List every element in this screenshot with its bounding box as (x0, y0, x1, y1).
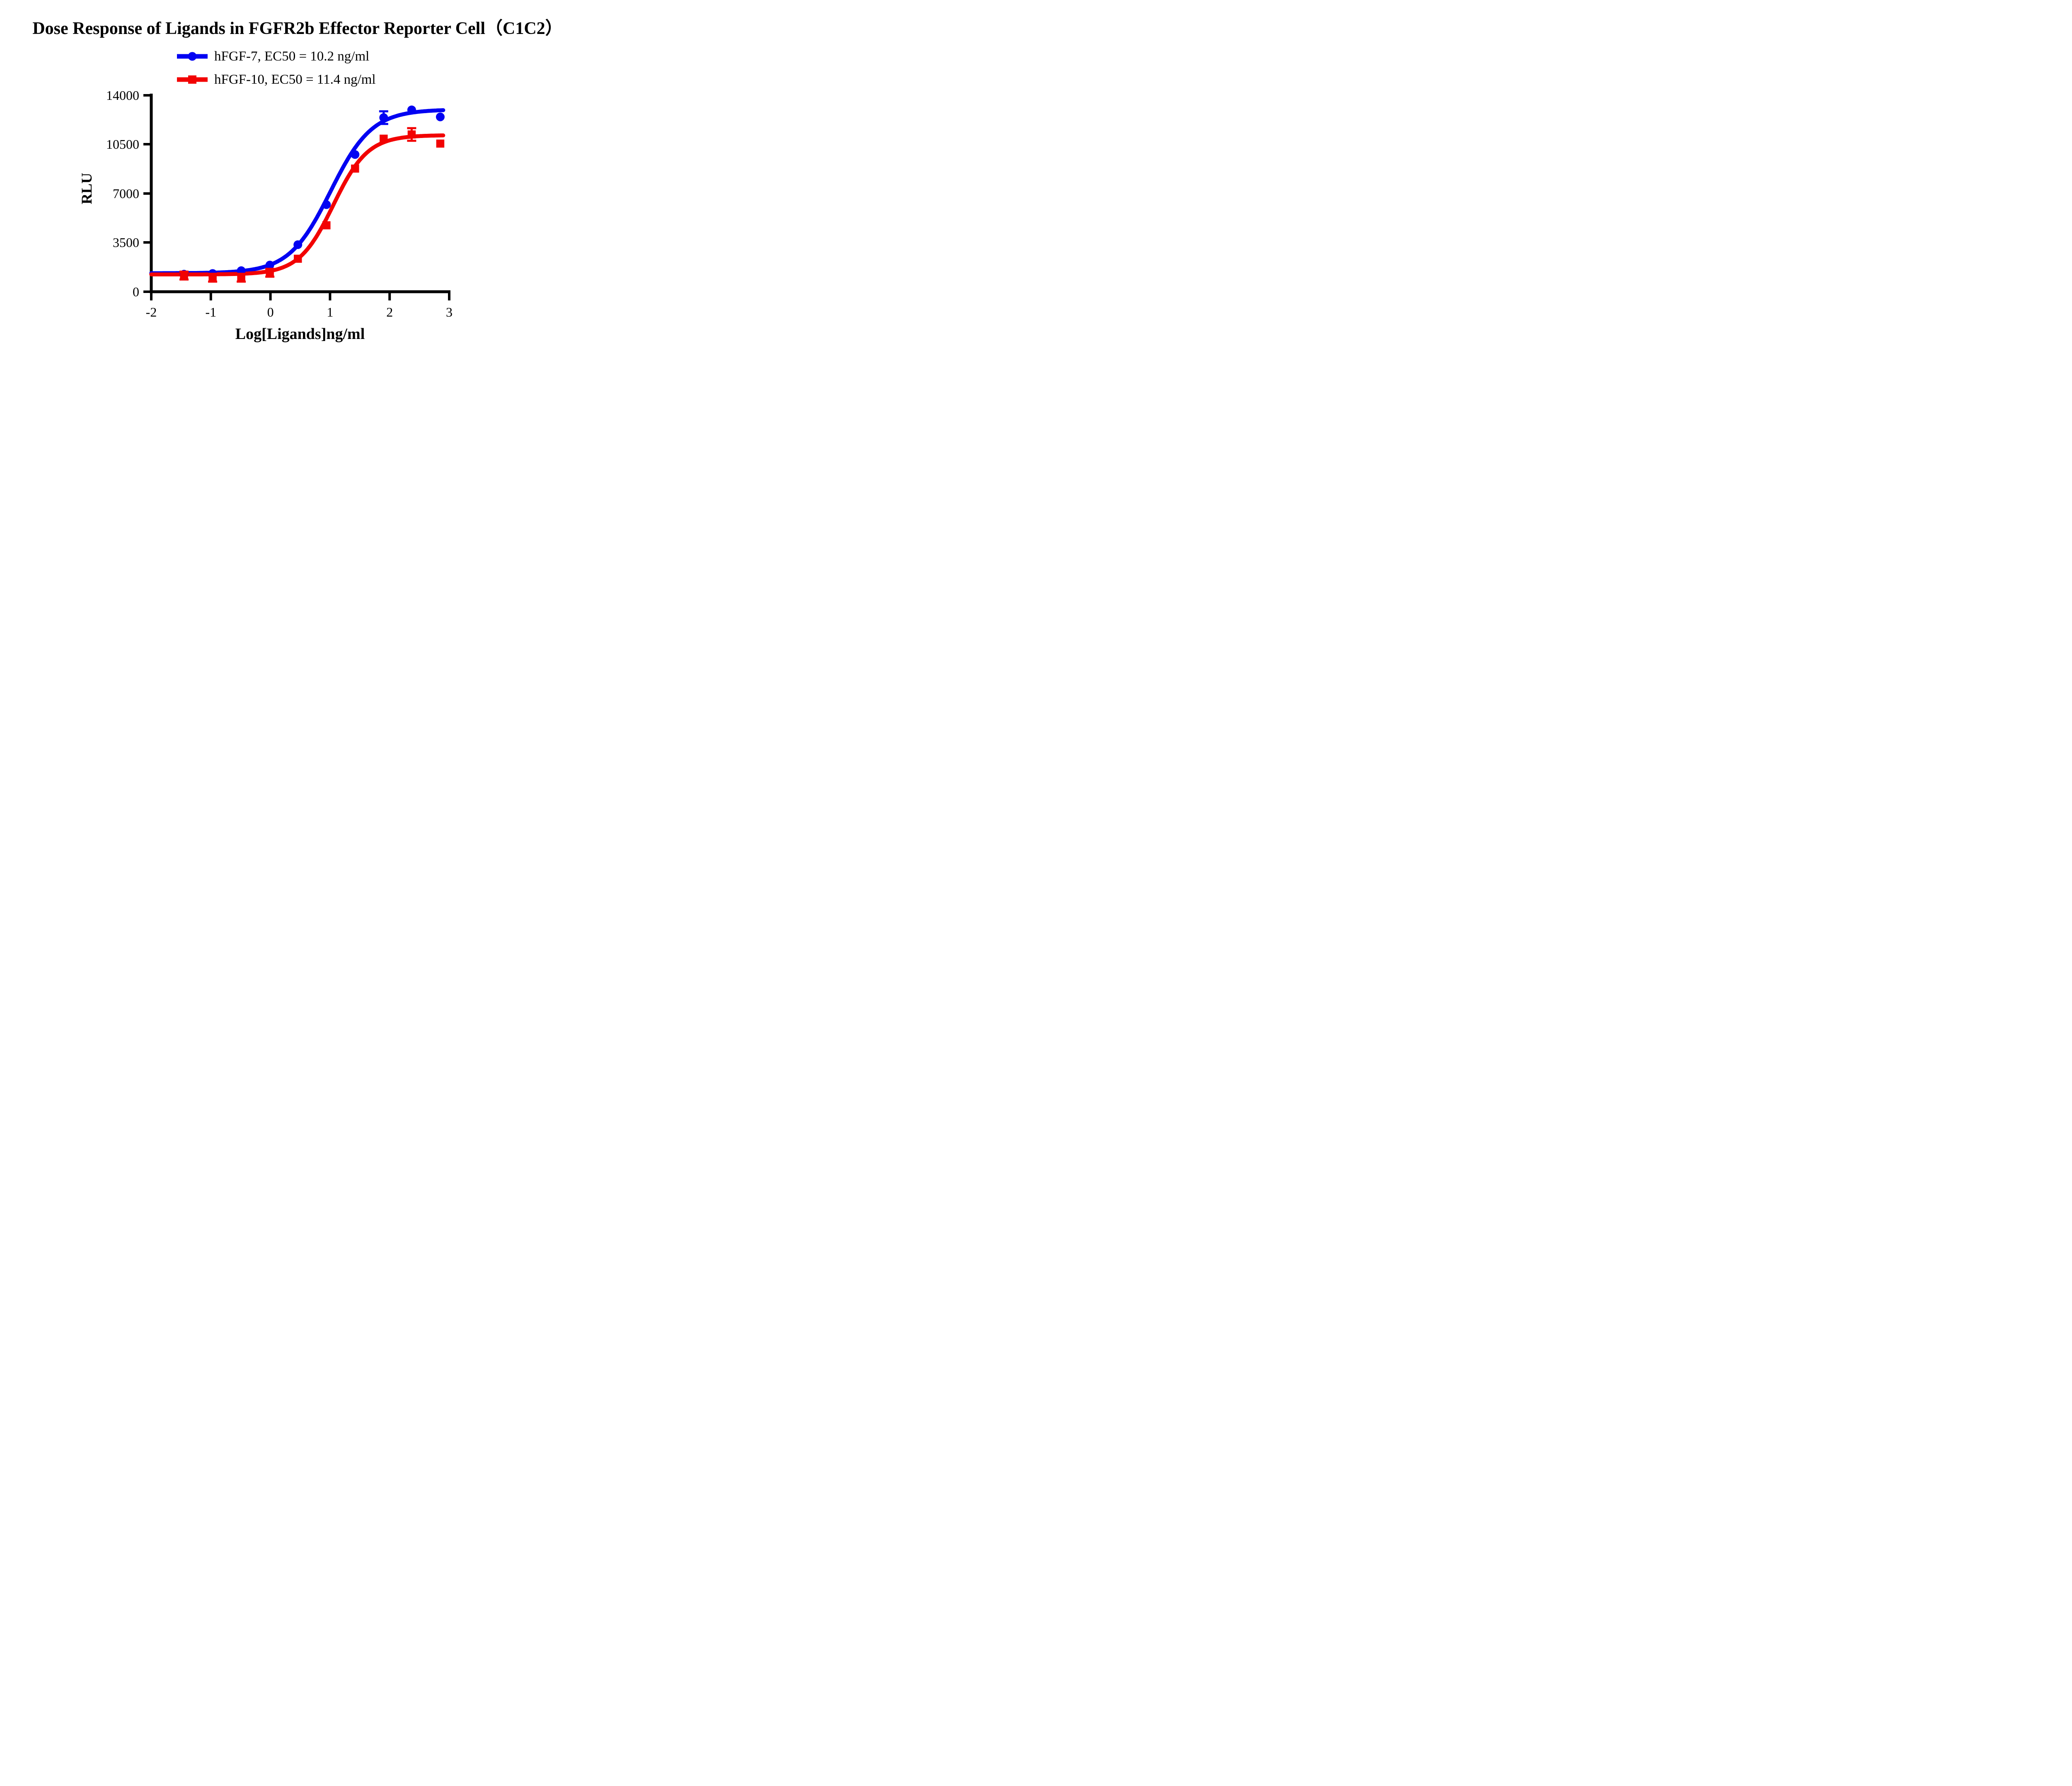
legend-item-hfgf7: hFGF-7, EC50 = 10.2 ng/ml (177, 47, 376, 65)
x-tick-label: -1 (205, 305, 216, 319)
data-point-hFGF-10 (322, 221, 331, 230)
chart-title: Dose Response of Ligands in FGFR2b Effec… (32, 19, 563, 38)
y-tick-label: 7000 (113, 186, 139, 201)
y-tick-label: 14000 (106, 88, 139, 103)
data-point-hFGF-7 (407, 105, 416, 114)
series-layer (149, 105, 445, 283)
data-point-hFGF-10 (266, 269, 274, 277)
legend: hFGF-7, EC50 = 10.2 ng/ml hFGF-10, EC50 … (177, 47, 376, 94)
data-point-hFGF-10 (351, 165, 359, 173)
y-tick-labels: 0 3500 7000 10500 14000 (106, 88, 139, 299)
data-point-hFGF-10 (293, 254, 302, 263)
x-tick-label: 2 (386, 305, 393, 319)
data-point-hFGF-10 (180, 271, 188, 280)
legend-label-hfgf10: hFGF-10, EC50 = 11.4 ng/ml (214, 72, 376, 87)
legend-symbol-hfgf7 (177, 51, 208, 61)
dose-response-chart: Dose Response of Ligands in FGFR2b Effec… (0, 0, 595, 357)
data-point-hFGF-7 (351, 150, 360, 159)
x-tick-label: 3 (446, 305, 453, 319)
y-ticks (143, 94, 152, 293)
data-point-hFGF-7 (322, 200, 331, 209)
data-point-hFGF-7 (379, 113, 388, 122)
y-tick-label: 3500 (113, 235, 139, 250)
data-point-hFGF-10 (436, 139, 445, 148)
x-tick-label: 0 (267, 305, 274, 319)
data-point-hFGF-10 (208, 273, 217, 282)
data-point-hFGF-10 (407, 130, 416, 139)
x-tick-labels: -2 -1 0 1 2 3 (146, 305, 453, 319)
data-point-hFGF-10 (380, 134, 388, 143)
square-marker-icon (188, 75, 196, 84)
circle-marker-icon (188, 52, 197, 61)
x-axis-title: Log[Ligands]ng/ml (235, 325, 365, 343)
x-tick-label: -2 (146, 305, 157, 319)
fit-curve-hFGF-10 (149, 133, 445, 277)
legend-symbol-hfgf10 (177, 75, 208, 85)
data-point-hFGF-7 (265, 261, 274, 270)
legend-label-hfgf7: hFGF-7, EC50 = 10.2 ng/ml (214, 48, 370, 64)
y-tick-label: 0 (133, 284, 139, 299)
y-tick-label: 10500 (106, 137, 139, 152)
data-point-hFGF-10 (237, 273, 245, 282)
plot-svg: 0 3500 7000 10500 14000 -2 -1 0 1 2 3 (106, 88, 453, 319)
x-tick-label: 1 (327, 305, 333, 319)
x-ticks (150, 292, 450, 300)
legend-item-hfgf10: hFGF-10, EC50 = 11.4 ng/ml (177, 70, 376, 89)
data-point-hFGF-7 (436, 112, 445, 121)
data-point-hFGF-7 (293, 240, 303, 249)
